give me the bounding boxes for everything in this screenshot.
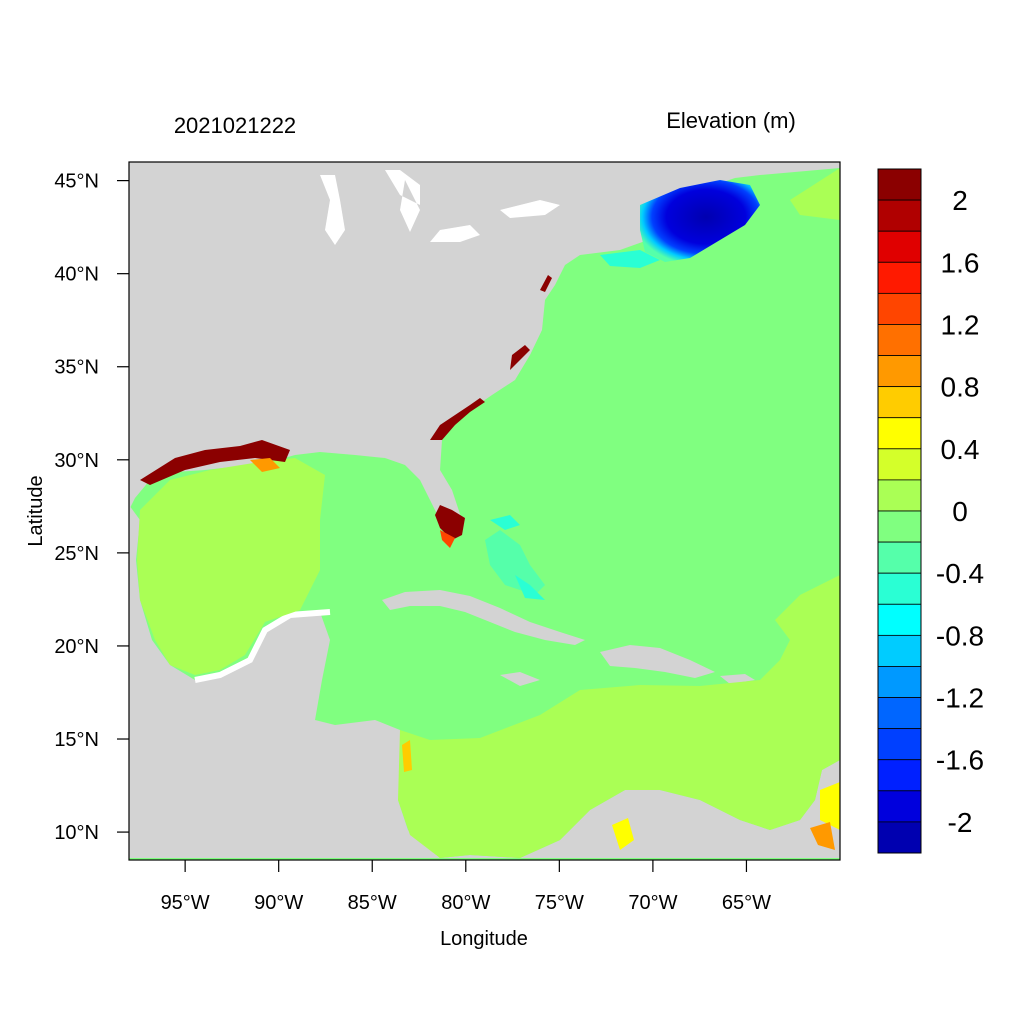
x-tick-label: 80°W xyxy=(441,892,490,914)
colorbar-label: 2 xyxy=(952,185,968,216)
colorbar-label: 1.6 xyxy=(941,247,980,278)
y-tick-label: 15°N xyxy=(54,729,99,751)
colorbar-swatch xyxy=(877,324,922,356)
y-tick-label: 25°N xyxy=(54,543,99,565)
colorbar-swatch xyxy=(877,199,922,232)
y-tick-label: 40°N xyxy=(54,264,99,286)
colorbar-swatch xyxy=(877,603,922,636)
gulf-of-maine-low xyxy=(640,180,760,262)
colorbar-swatch xyxy=(877,572,922,605)
colorbar-swatch xyxy=(877,386,922,419)
bahamas-cyan xyxy=(490,515,545,600)
caribbean-warm-anomaly xyxy=(398,575,840,858)
north-america-land xyxy=(129,162,840,532)
x-tick-label: 65°W xyxy=(722,892,771,914)
y-tick-label: 10°N xyxy=(54,822,99,844)
honduras-yellow xyxy=(402,740,412,772)
x-axis: 95°W 90°W 85°W 80°W 75°W 70°W 65°W xyxy=(161,860,771,914)
mid-atlantic-cyan xyxy=(600,250,660,268)
x-axis-title: Longitude xyxy=(440,928,528,950)
yucatan-coast xyxy=(194,609,331,683)
colorbar-swatch xyxy=(877,666,922,698)
gulf-coast-high xyxy=(140,440,290,485)
map-plot xyxy=(129,162,840,860)
colorbar-swatch xyxy=(877,448,922,481)
gulf-coast-orange xyxy=(250,458,280,472)
x-tick-label: 90°W xyxy=(254,892,303,914)
x-tick-label: 95°W xyxy=(161,892,210,914)
colorbar-label: -1.2 xyxy=(936,683,984,714)
colorbar-label: -2 xyxy=(948,807,973,838)
colorbar-swatch xyxy=(877,634,922,667)
colorbar-label: 1.2 xyxy=(941,309,980,340)
bahamas-shelf xyxy=(485,530,545,595)
colorbar-swatch xyxy=(877,759,922,792)
colorbar-swatch xyxy=(877,790,922,823)
colorbar-label: -1.6 xyxy=(936,745,984,776)
atlantic-ne-warm-patch xyxy=(790,168,840,220)
x-tick-label: 85°W xyxy=(348,892,397,914)
puerto-rico-land xyxy=(720,674,755,684)
florida-high xyxy=(435,505,465,540)
colorbar-swatch xyxy=(877,821,922,854)
colorbar-swatch xyxy=(877,728,922,761)
x-tick-label: 70°W xyxy=(628,892,677,914)
y-tick-label: 45°N xyxy=(54,171,99,193)
colorbar-label: 0 xyxy=(952,496,968,527)
timestamp-title: 2021021222 xyxy=(174,113,296,138)
variable-title: Elevation (m) xyxy=(666,108,796,133)
colorbar-swatch xyxy=(877,355,922,388)
florida-high-edge xyxy=(440,530,455,548)
cuba-land xyxy=(382,590,585,645)
colorbar-label: 0.4 xyxy=(941,434,980,465)
great-lakes xyxy=(320,170,560,245)
y-tick-label: 20°N xyxy=(54,636,99,658)
trinidad-orange xyxy=(810,822,835,850)
colorbar-swatch xyxy=(877,541,922,574)
colorbar-labels: 2 1.6 1.2 0.8 0.4 0 -0.4 -0.8 -1.2 -1.6 -2 xyxy=(936,185,984,838)
x-tick-label: 75°W xyxy=(535,892,584,914)
gulf-warm-anomaly xyxy=(137,458,325,675)
colorbar-swatch xyxy=(877,168,922,201)
colorbar-frame xyxy=(877,168,922,854)
map-frame xyxy=(128,161,841,861)
y-axis-title: Latitude xyxy=(25,475,47,546)
colorbar-swatch xyxy=(877,292,922,325)
hispaniola-land xyxy=(600,645,715,678)
colorbar-label: 0.8 xyxy=(941,372,980,403)
colorbar-swatch xyxy=(877,417,922,450)
south-america-land xyxy=(440,760,840,858)
colorbar-label: -0.4 xyxy=(936,558,984,589)
y-tick-label: 35°N xyxy=(54,357,99,379)
colorbar-swatch xyxy=(877,230,922,263)
mexico-land xyxy=(129,505,440,858)
colorbar xyxy=(877,168,922,854)
colorbar-swatch xyxy=(877,261,922,294)
y-tick-label: 30°N xyxy=(54,450,99,472)
colorbar-swatch xyxy=(877,510,922,543)
colorbar-swatch xyxy=(877,479,922,512)
colorbar-label: -0.8 xyxy=(936,620,984,651)
colorbar-swatch xyxy=(877,697,922,730)
y-axis: 45°N 40°N 35°N 30°N 25°N 20°N 15°N 10°N xyxy=(54,171,129,844)
jamaica-land xyxy=(500,672,540,686)
